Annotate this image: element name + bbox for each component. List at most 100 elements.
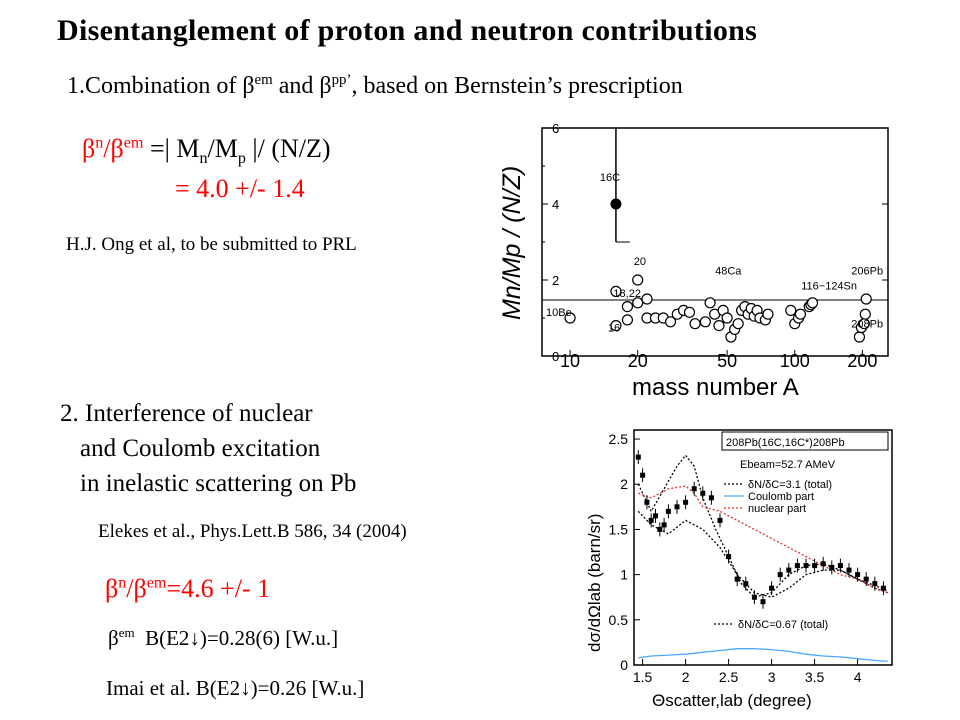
section-2-line-3: in inelastic scattering on Pb [80, 470, 357, 497]
chart1-annotation: 16 [608, 322, 620, 334]
chart2-data-point [708, 495, 714, 501]
chart1-xtick-label: 200 [847, 351, 877, 371]
chart2-data-point [640, 472, 646, 478]
chart1-annotation: 10Be [546, 307, 572, 319]
chart2-data-point [820, 561, 826, 567]
chart1-annotation: 206Pb [851, 265, 883, 277]
chart1-point [632, 274, 644, 286]
chart2-data-point [812, 563, 818, 569]
chart2-xtick-label: 2.5 [719, 669, 739, 685]
chart2-data-point [855, 572, 861, 578]
chart1-point [806, 297, 819, 309]
chart1-point [762, 308, 774, 320]
chart1-ytick-label: 6 [552, 121, 559, 136]
chart2-series-line [638, 485, 888, 594]
chart2-series-line [638, 648, 888, 663]
chart2-data-point [683, 499, 689, 505]
chart2-data-point [691, 486, 697, 492]
chart2-data-point [726, 554, 732, 560]
section-2-line-1: 2. Interference of nuclear [60, 400, 313, 427]
chart2-data-point [734, 576, 740, 582]
cross-section-chart: 0 0.5 1 1.5 2 2.5 1.5 2 2.5 3 3.5 4 δN/δC=3.1 (tot… [585, 429, 893, 710]
chart2-ytick-label: 0.5 [609, 612, 629, 628]
chart2-ytick-label: 0 [620, 657, 628, 673]
formula-result: = 4.0 +/- 1.4 [175, 174, 305, 203]
legend-label: δN/δC=0.67 (total) [738, 619, 828, 631]
chart1-annotation: 20 [634, 256, 646, 268]
chart1-point [713, 320, 725, 332]
section-2-heading: 2. Interference of nuclear and Coulomb e… [60, 396, 356, 501]
chart1-point [641, 293, 653, 305]
chart1-annotation: 16C [600, 172, 620, 184]
chart2-data-point [786, 567, 792, 573]
chart1-point [785, 304, 797, 316]
chart1-point [632, 297, 644, 309]
legend-header-box [721, 431, 889, 451]
chart1-ytick-label: 0 [552, 349, 559, 364]
chart2-data-point [863, 576, 869, 582]
chart2-ytick-label: 1.5 [609, 521, 629, 537]
chart2-data-point [880, 585, 886, 591]
section-2-line-2: and Coulomb excitation [80, 435, 321, 462]
chart1-point [699, 316, 711, 328]
chart2-data-point [717, 517, 723, 523]
chart1-annotation: 208Pb [851, 319, 883, 331]
chart2-data-point [777, 572, 783, 578]
formula-bn-bem: βn/βem =| Mn/Mp |/ (N/Z) [82, 134, 331, 168]
chart1-point [621, 301, 634, 313]
chart1-annotation: 116−124Sn [801, 281, 857, 293]
chart2-data-point [648, 517, 654, 523]
chart2-xtick-label: 4 [854, 669, 862, 685]
mn-mp-chart: 0 2 4 6 16C 20 18,22 16 10Be 48Ca 116−124Sn 206Pb 2… [498, 121, 889, 400]
chart2-data-point [872, 581, 878, 587]
chart1-point [853, 331, 866, 343]
chart1-xtick-label: 100 [780, 351, 810, 371]
chart2-xtick-label: 2 [682, 669, 690, 685]
chart1-point [610, 320, 622, 332]
reference-elekes: Elekes et al., Phys.Lett.B 586, 34 (2004… [98, 521, 407, 542]
chart1-point [721, 312, 733, 324]
chart2-frame [633, 429, 893, 666]
chart1-xlabel: mass number A [632, 374, 799, 400]
legend-label: Coulomb part [748, 491, 814, 503]
chart2-data-point [837, 563, 843, 569]
chart2-data-point [829, 564, 835, 570]
chart1-xtick-label: 50 [717, 351, 737, 371]
chart2-data-point [743, 581, 749, 587]
chart1-point [859, 308, 871, 320]
chart1-annotation: 48Ca [715, 265, 742, 277]
beta-em-be2: βem B(E2↓)=0.28(6) [W.u.] [108, 625, 339, 650]
chart2-data-point [751, 594, 757, 600]
chart2-data-point [700, 490, 706, 496]
chart2-data-point [760, 599, 766, 605]
chart2-data-point [665, 508, 671, 514]
chart1-point [860, 293, 872, 305]
chart1-annotation: 18,22 [613, 288, 641, 300]
formula-bn-bem-2: βn/βem=4.6 +/- 1 [105, 574, 271, 603]
chart2-data-point [644, 499, 650, 505]
chart2-ytick-label: 1 [620, 567, 628, 583]
chart2-data-point [674, 504, 680, 510]
slide-title: Disentanglement of proton and neutron co… [57, 14, 758, 47]
legend-label: nuclear part [748, 503, 806, 515]
chart2-data-point [635, 454, 641, 460]
chart1-point [732, 318, 744, 330]
chart2-data-point [653, 513, 658, 519]
chart1-ytick-label: 2 [552, 273, 559, 288]
chart2-data-point [769, 585, 775, 591]
chart2-xlabel: Θscatter,lab (degree) [652, 691, 812, 710]
chart1-point [683, 306, 696, 318]
chart2-data-point [661, 522, 667, 528]
chart2-data-point [803, 563, 809, 569]
reference-ong: H.J. Ong et al, to be submitted to PRL [66, 234, 357, 255]
chart2-ytick-label: 2 [620, 476, 628, 492]
chart1-highlight-point [610, 198, 622, 210]
chart2-data-point [657, 526, 663, 532]
chart2-data-point [794, 563, 800, 569]
chart2-ylabel: dσ/dΩlab (barn/sr) [585, 514, 604, 652]
chart1-ytick-label: 4 [552, 197, 559, 212]
chart1-point [564, 312, 576, 324]
chart1-point [610, 285, 622, 297]
chart1-xtick-label: 20 [628, 351, 648, 371]
legend-header: 208Pb(16C,16C*)208Pb [726, 437, 845, 449]
